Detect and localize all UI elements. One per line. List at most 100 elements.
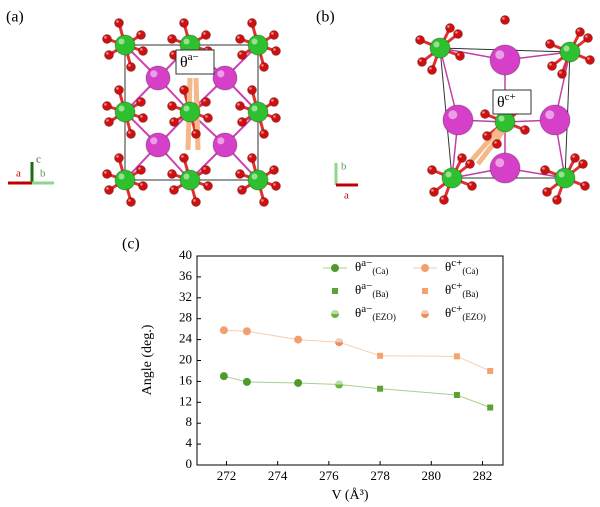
y-tick-label: 12 [179,393,192,408]
marker [294,335,303,344]
atom-shine [138,99,141,102]
atom [465,159,475,169]
legend-label: θc+(Ca) [445,257,478,277]
legend-sup: c+ [451,257,462,269]
marker [421,264,429,272]
crystal-structures [102,15,595,207]
atom [439,195,449,205]
marker [294,378,303,387]
atom [580,181,590,191]
atom-shine [118,105,125,112]
atom [467,181,477,191]
atom [429,37,451,59]
atom [441,167,463,189]
atom [247,34,269,56]
marker-highlight [421,310,429,314]
atom-shine [183,105,190,112]
atom-shine [445,171,452,178]
atom-shine [181,155,184,158]
atom [457,153,467,163]
atom [104,50,114,60]
atom-shine [217,137,225,145]
atom [269,165,279,175]
atom-shine [169,103,172,106]
atom-shine [150,70,158,78]
atom-shine [495,50,505,60]
legend-symbol: θ [355,282,361,297]
atom-shine [106,52,109,55]
atom-shine [549,63,552,66]
atom [570,153,580,163]
atom-shine [457,53,460,56]
legend-label: θc+(Ba) [445,280,478,300]
marker [453,391,460,398]
atom-shine [171,52,174,55]
atom-shine [582,183,585,186]
atom-shine [558,171,565,178]
y-tick-label: 40 [179,247,192,262]
legend-symbol: θ [355,259,361,274]
atom-shine [150,137,158,145]
atom-shine [417,37,420,40]
atom-shine [545,110,555,120]
atom [237,117,247,127]
atom-shine [205,183,208,186]
atom [145,65,171,91]
atom-shine [169,171,172,174]
x-tick-label: 278 [370,468,390,483]
panel-label: (a) [6,9,24,26]
atom-shine [261,64,264,67]
marker [377,352,384,359]
legend-label: θa−(Ca) [355,257,388,277]
atom [114,101,136,123]
atom-shine [563,45,570,52]
atom [520,125,530,135]
angle-box [492,89,532,115]
atom [179,85,189,95]
atom [271,181,281,191]
legend-symbol: θ [355,305,361,320]
atom-shine [249,87,252,90]
atom-shine [484,133,487,136]
marker [242,377,251,386]
atom [201,30,211,40]
atom [179,101,201,123]
atom-shine [251,105,258,112]
atom [104,117,114,127]
atom-shine [544,189,547,192]
atom [114,153,124,163]
marker [219,326,228,335]
atom-shine [118,38,125,45]
atom [500,15,510,25]
atom-shine [580,161,583,164]
atom-shine [104,171,107,174]
marker [377,385,384,392]
atom [235,101,245,111]
atom [583,33,593,43]
atom [494,111,516,133]
atom-shine [455,31,458,34]
atom-shine [273,115,276,118]
atom [104,185,114,195]
atom [169,117,179,127]
atom [179,18,189,28]
atom [126,197,136,207]
atom [585,55,595,65]
y-tick-label: 36 [179,268,193,283]
atom-shine [271,167,274,170]
atom [455,51,465,61]
atom-shine [171,187,174,190]
legend-label: θc+(EZO) [445,303,486,323]
atom-shine [169,36,172,39]
atom-shine [431,189,434,192]
marker [332,288,338,294]
y-tick-label: 8 [186,414,193,429]
angle-symbol: θ [497,94,505,111]
atom [136,30,146,40]
atom-shine [205,115,208,118]
atom-shine [547,41,550,44]
atom-shine [559,71,562,74]
atom-shine [106,187,109,190]
atom [489,152,521,184]
marker [242,327,251,336]
